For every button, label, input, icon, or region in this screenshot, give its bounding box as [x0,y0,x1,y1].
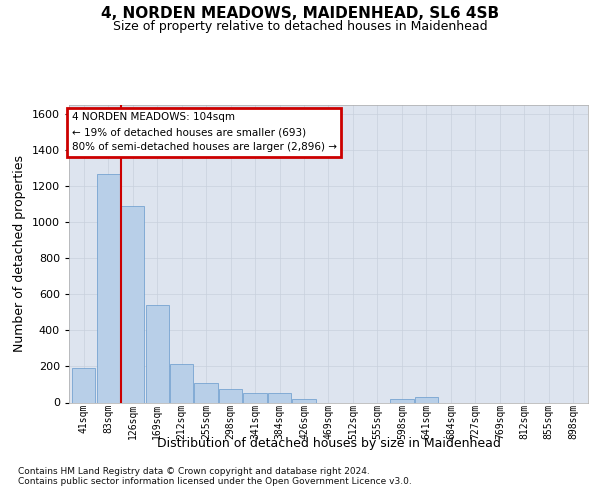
Bar [244,392,266,402]
Bar [97,174,120,402]
Text: Contains public sector information licensed under the Open Government Licence v3: Contains public sector information licen… [18,477,412,486]
Bar [391,399,413,402]
Bar [72,368,95,402]
Bar [194,382,218,402]
Bar [146,305,169,402]
Bar [170,364,193,403]
Text: Contains HM Land Registry data © Crown copyright and database right 2024.: Contains HM Land Registry data © Crown c… [18,467,370,476]
Y-axis label: Number of detached properties: Number of detached properties [13,155,26,352]
Bar [292,399,316,402]
Bar [268,394,291,402]
Bar [219,389,242,402]
Text: Distribution of detached houses by size in Maidenhead: Distribution of detached houses by size … [157,438,501,450]
Bar [415,397,438,402]
Text: 4, NORDEN MEADOWS, MAIDENHEAD, SL6 4SB: 4, NORDEN MEADOWS, MAIDENHEAD, SL6 4SB [101,6,499,21]
Text: Size of property relative to detached houses in Maidenhead: Size of property relative to detached ho… [113,20,487,33]
Text: 4 NORDEN MEADOWS: 104sqm
← 19% of detached houses are smaller (693)
80% of semi-: 4 NORDEN MEADOWS: 104sqm ← 19% of detach… [71,112,337,152]
Bar [121,206,144,402]
